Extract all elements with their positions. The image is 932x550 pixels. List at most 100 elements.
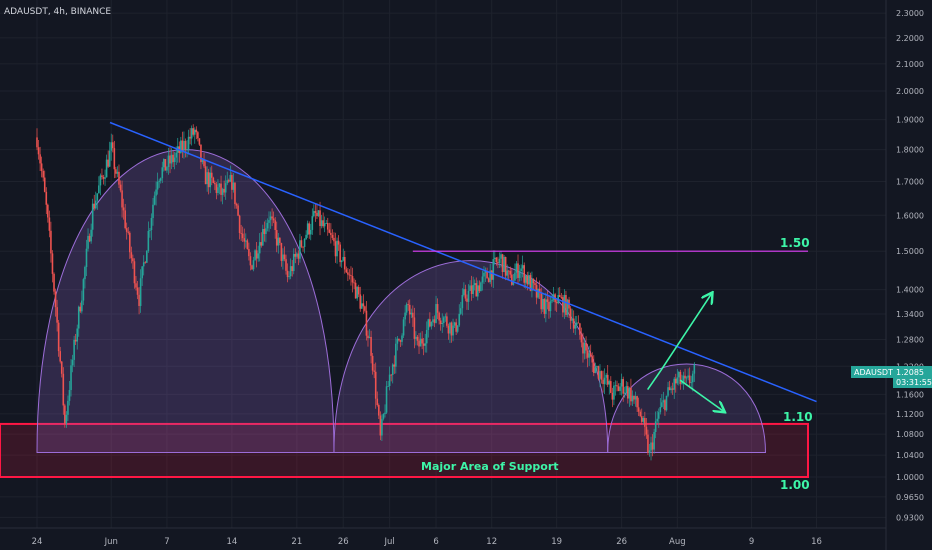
candle-body — [229, 175, 232, 182]
candle-body — [190, 128, 193, 139]
candle — [254, 249, 256, 261]
candle-body — [77, 306, 80, 329]
candle-body — [606, 374, 609, 385]
candle — [43, 170, 46, 193]
candle — [500, 250, 502, 268]
candle-body — [492, 259, 495, 280]
candle — [289, 258, 292, 280]
candle — [477, 280, 479, 301]
candle — [249, 252, 252, 271]
candle — [620, 373, 623, 396]
candle — [682, 371, 685, 390]
candle — [286, 263, 289, 283]
candle — [611, 387, 614, 408]
candle — [150, 213, 153, 241]
candle — [436, 298, 439, 320]
candle-body — [384, 412, 386, 415]
candle-body — [155, 189, 157, 196]
candle-body — [425, 329, 428, 344]
candle — [331, 229, 334, 241]
candle — [269, 211, 272, 229]
candle-body — [473, 283, 476, 286]
candle — [354, 279, 357, 299]
candle — [651, 434, 654, 457]
candle-body — [597, 366, 600, 379]
time-axis[interactable]: 24 Jun 7 14 21 26 Jul 6 12 19 26 Aug 9 16 — [32, 537, 822, 547]
x-tick-label: 12 — [486, 537, 497, 547]
candle — [198, 138, 201, 146]
candle — [146, 250, 148, 263]
candle — [650, 436, 652, 461]
candle-body — [399, 340, 402, 342]
candle — [361, 295, 363, 309]
candle — [214, 180, 216, 191]
candle-body — [200, 144, 202, 163]
candle-body — [262, 228, 264, 246]
support-zone-label: Major Area of Support — [421, 460, 559, 473]
candle-body — [594, 367, 597, 373]
candle — [91, 198, 94, 237]
candle-body — [119, 184, 122, 191]
candle — [153, 191, 156, 206]
y-tick-label: 0.9650 — [896, 493, 924, 502]
candle — [159, 177, 162, 184]
candle-body — [622, 379, 624, 394]
candle — [589, 344, 592, 358]
candle — [492, 250, 495, 289]
candle — [489, 263, 491, 285]
candle-body — [147, 230, 150, 251]
candle — [74, 333, 77, 346]
candle — [633, 395, 635, 404]
candle-body — [167, 155, 170, 168]
candle-body — [201, 159, 204, 163]
candle — [238, 214, 241, 240]
candle-body — [226, 180, 229, 184]
candle-body — [452, 325, 454, 336]
candle — [189, 128, 191, 145]
candle — [412, 305, 414, 327]
candle-body — [665, 395, 668, 411]
candle — [520, 264, 522, 281]
candle-body — [427, 319, 430, 330]
candle-body — [483, 272, 485, 277]
candle — [645, 417, 648, 439]
candle — [376, 391, 379, 407]
candle-body — [234, 182, 236, 205]
price-axis[interactable]: 2.3000 2.2000 2.1000 2.0000 1.9000 1.8000 1.70… — [896, 9, 924, 522]
y-tick-label: 1.6000 — [896, 211, 924, 220]
candle — [642, 415, 645, 425]
x-tick-label: 16 — [811, 537, 822, 547]
candle-body — [340, 260, 343, 263]
candle-body — [214, 182, 216, 185]
candle-body — [135, 283, 137, 288]
candle — [166, 166, 168, 173]
candle-body — [299, 240, 301, 259]
candle-body — [405, 304, 408, 313]
chart-title: ADAUSDT, 4h, BINANCE — [4, 7, 111, 17]
candle — [555, 298, 558, 312]
candle-body — [396, 338, 399, 344]
candle-body — [282, 254, 284, 261]
candle — [455, 318, 457, 336]
candle — [602, 370, 604, 393]
candle — [614, 380, 617, 396]
candle-body — [461, 294, 464, 309]
candle-body — [571, 318, 573, 321]
candle — [93, 194, 96, 211]
candle-body — [158, 180, 160, 182]
candle-body — [361, 303, 363, 309]
candle — [193, 127, 196, 144]
candle — [99, 173, 102, 196]
candle-body — [339, 244, 341, 263]
candle — [379, 411, 382, 441]
candle-body — [370, 336, 372, 356]
candle — [439, 317, 442, 331]
candle — [274, 217, 276, 239]
candle-body — [275, 230, 278, 246]
candle — [108, 141, 111, 168]
candle — [558, 287, 561, 298]
candle — [183, 131, 185, 159]
candle-body — [463, 289, 465, 295]
y-tick-label: 2.3000 — [896, 9, 924, 18]
